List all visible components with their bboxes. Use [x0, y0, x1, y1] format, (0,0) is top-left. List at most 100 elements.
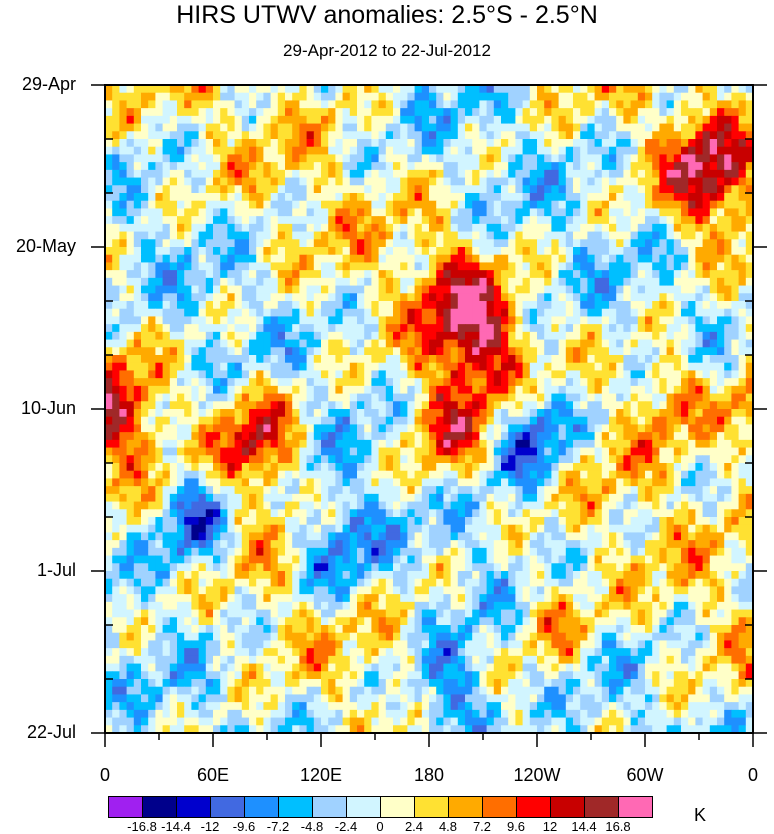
- anomaly-cell: [277, 131, 286, 140]
- anomaly-cell: [364, 362, 372, 371]
- anomaly-cell: [198, 139, 207, 148]
- anomaly-cell: [133, 285, 142, 294]
- anomaly-cell: [414, 193, 423, 202]
- anomaly-cell: [191, 177, 199, 186]
- anomaly-cell: [256, 316, 264, 325]
- anomaly-cell: [177, 370, 185, 379]
- anomaly-cell: [198, 455, 207, 464]
- anomaly-cell: [681, 270, 689, 279]
- anomaly-cell: [537, 92, 545, 101]
- anomaly-cell: [429, 254, 437, 263]
- anomaly-cell: [537, 239, 545, 248]
- anomaly-cell: [652, 162, 660, 171]
- anomaly-cell: [371, 231, 379, 240]
- anomaly-cell: [169, 139, 178, 148]
- anomaly-cell: [731, 478, 739, 487]
- anomaly-cell: [328, 247, 336, 256]
- anomaly-cell: [551, 331, 559, 340]
- anomaly-cell: [205, 370, 214, 379]
- anomaly-cell: [745, 239, 754, 248]
- anomaly-cell: [609, 285, 617, 294]
- anomaly-cell: [148, 486, 156, 495]
- anomaly-cell: [738, 285, 747, 294]
- anomaly-cell: [213, 463, 221, 472]
- anomaly-cell: [335, 409, 343, 418]
- anomaly-cell: [306, 347, 315, 356]
- anomaly-cell: [537, 131, 545, 140]
- anomaly-cell: [637, 146, 646, 155]
- anomaly-cell: [119, 478, 127, 487]
- anomaly-cell: [414, 463, 423, 472]
- anomaly-cell: [349, 316, 358, 325]
- anomaly-cell: [198, 293, 207, 302]
- anomaly-cell: [580, 432, 588, 441]
- anomaly-cell: [580, 139, 588, 148]
- anomaly-cell: [198, 493, 207, 502]
- anomaly-cell: [328, 270, 336, 279]
- anomaly-cell: [141, 347, 149, 356]
- anomaly-cell: [465, 185, 473, 194]
- anomaly-cell: [162, 208, 171, 217]
- anomaly-cell: [709, 347, 718, 356]
- anomaly-cell: [695, 339, 703, 348]
- anomaly-cell: [328, 262, 336, 271]
- anomaly-cell: [169, 370, 178, 379]
- anomaly-cell: [745, 393, 754, 402]
- anomaly-cell: [745, 254, 754, 263]
- anomaly-cell: [385, 447, 394, 456]
- anomaly-cell: [594, 339, 603, 348]
- anomaly-cell: [198, 509, 207, 518]
- anomaly-cell: [141, 200, 149, 209]
- anomaly-cell: [443, 347, 451, 356]
- anomaly-cell: [529, 370, 538, 379]
- anomaly-cell: [630, 254, 639, 263]
- anomaly-cell: [364, 463, 372, 472]
- anomaly-cell: [580, 92, 588, 101]
- anomaly-cell: [227, 92, 235, 101]
- anomaly-cell: [205, 100, 214, 109]
- anomaly-cell: [717, 362, 725, 371]
- anomaly-cell: [249, 316, 257, 325]
- anomaly-cell: [479, 146, 487, 155]
- anomaly-cell: [393, 208, 401, 217]
- anomaly-cell: [285, 146, 293, 155]
- anomaly-cell: [285, 424, 293, 433]
- anomaly-cell: [724, 293, 732, 302]
- anomaly-cell: [321, 177, 329, 186]
- anomaly-cell: [551, 424, 559, 433]
- anomaly-cell: [285, 200, 293, 209]
- anomaly-cell: [436, 193, 444, 202]
- anomaly-cell: [342, 262, 351, 271]
- anomaly-cell: [421, 308, 430, 317]
- anomaly-cell: [724, 270, 732, 279]
- anomaly-cell: [645, 146, 653, 155]
- anomaly-cell: [378, 254, 387, 263]
- anomaly-cell: [645, 355, 653, 364]
- anomaly-cell: [580, 231, 588, 240]
- anomaly-cell: [429, 308, 437, 317]
- anomaly-cell: [335, 293, 343, 302]
- anomaly-cell: [630, 239, 639, 248]
- anomaly-cell: [421, 100, 430, 109]
- anomaly-cell: [493, 409, 502, 418]
- anomaly-cell: [479, 347, 487, 356]
- anomaly-cell: [652, 370, 660, 379]
- anomaly-cell: [256, 185, 264, 194]
- anomaly-cell: [299, 293, 307, 302]
- anomaly-cell: [155, 200, 163, 209]
- anomaly-cell: [169, 501, 178, 510]
- anomaly-cell: [105, 108, 113, 117]
- anomaly-cell: [364, 493, 372, 502]
- anomaly-cell: [105, 139, 113, 148]
- anomaly-cell: [162, 455, 171, 464]
- anomaly-cell: [407, 231, 415, 240]
- anomaly-cell: [119, 277, 127, 286]
- anomaly-cell: [702, 92, 711, 101]
- anomaly-cell: [263, 277, 271, 286]
- anomaly-cell: [155, 316, 163, 325]
- anomaly-cell: [436, 154, 444, 163]
- anomaly-cell: [580, 316, 588, 325]
- anomaly-cell: [544, 177, 552, 186]
- anomaly-cell: [184, 270, 192, 279]
- anomaly-cell: [587, 285, 595, 294]
